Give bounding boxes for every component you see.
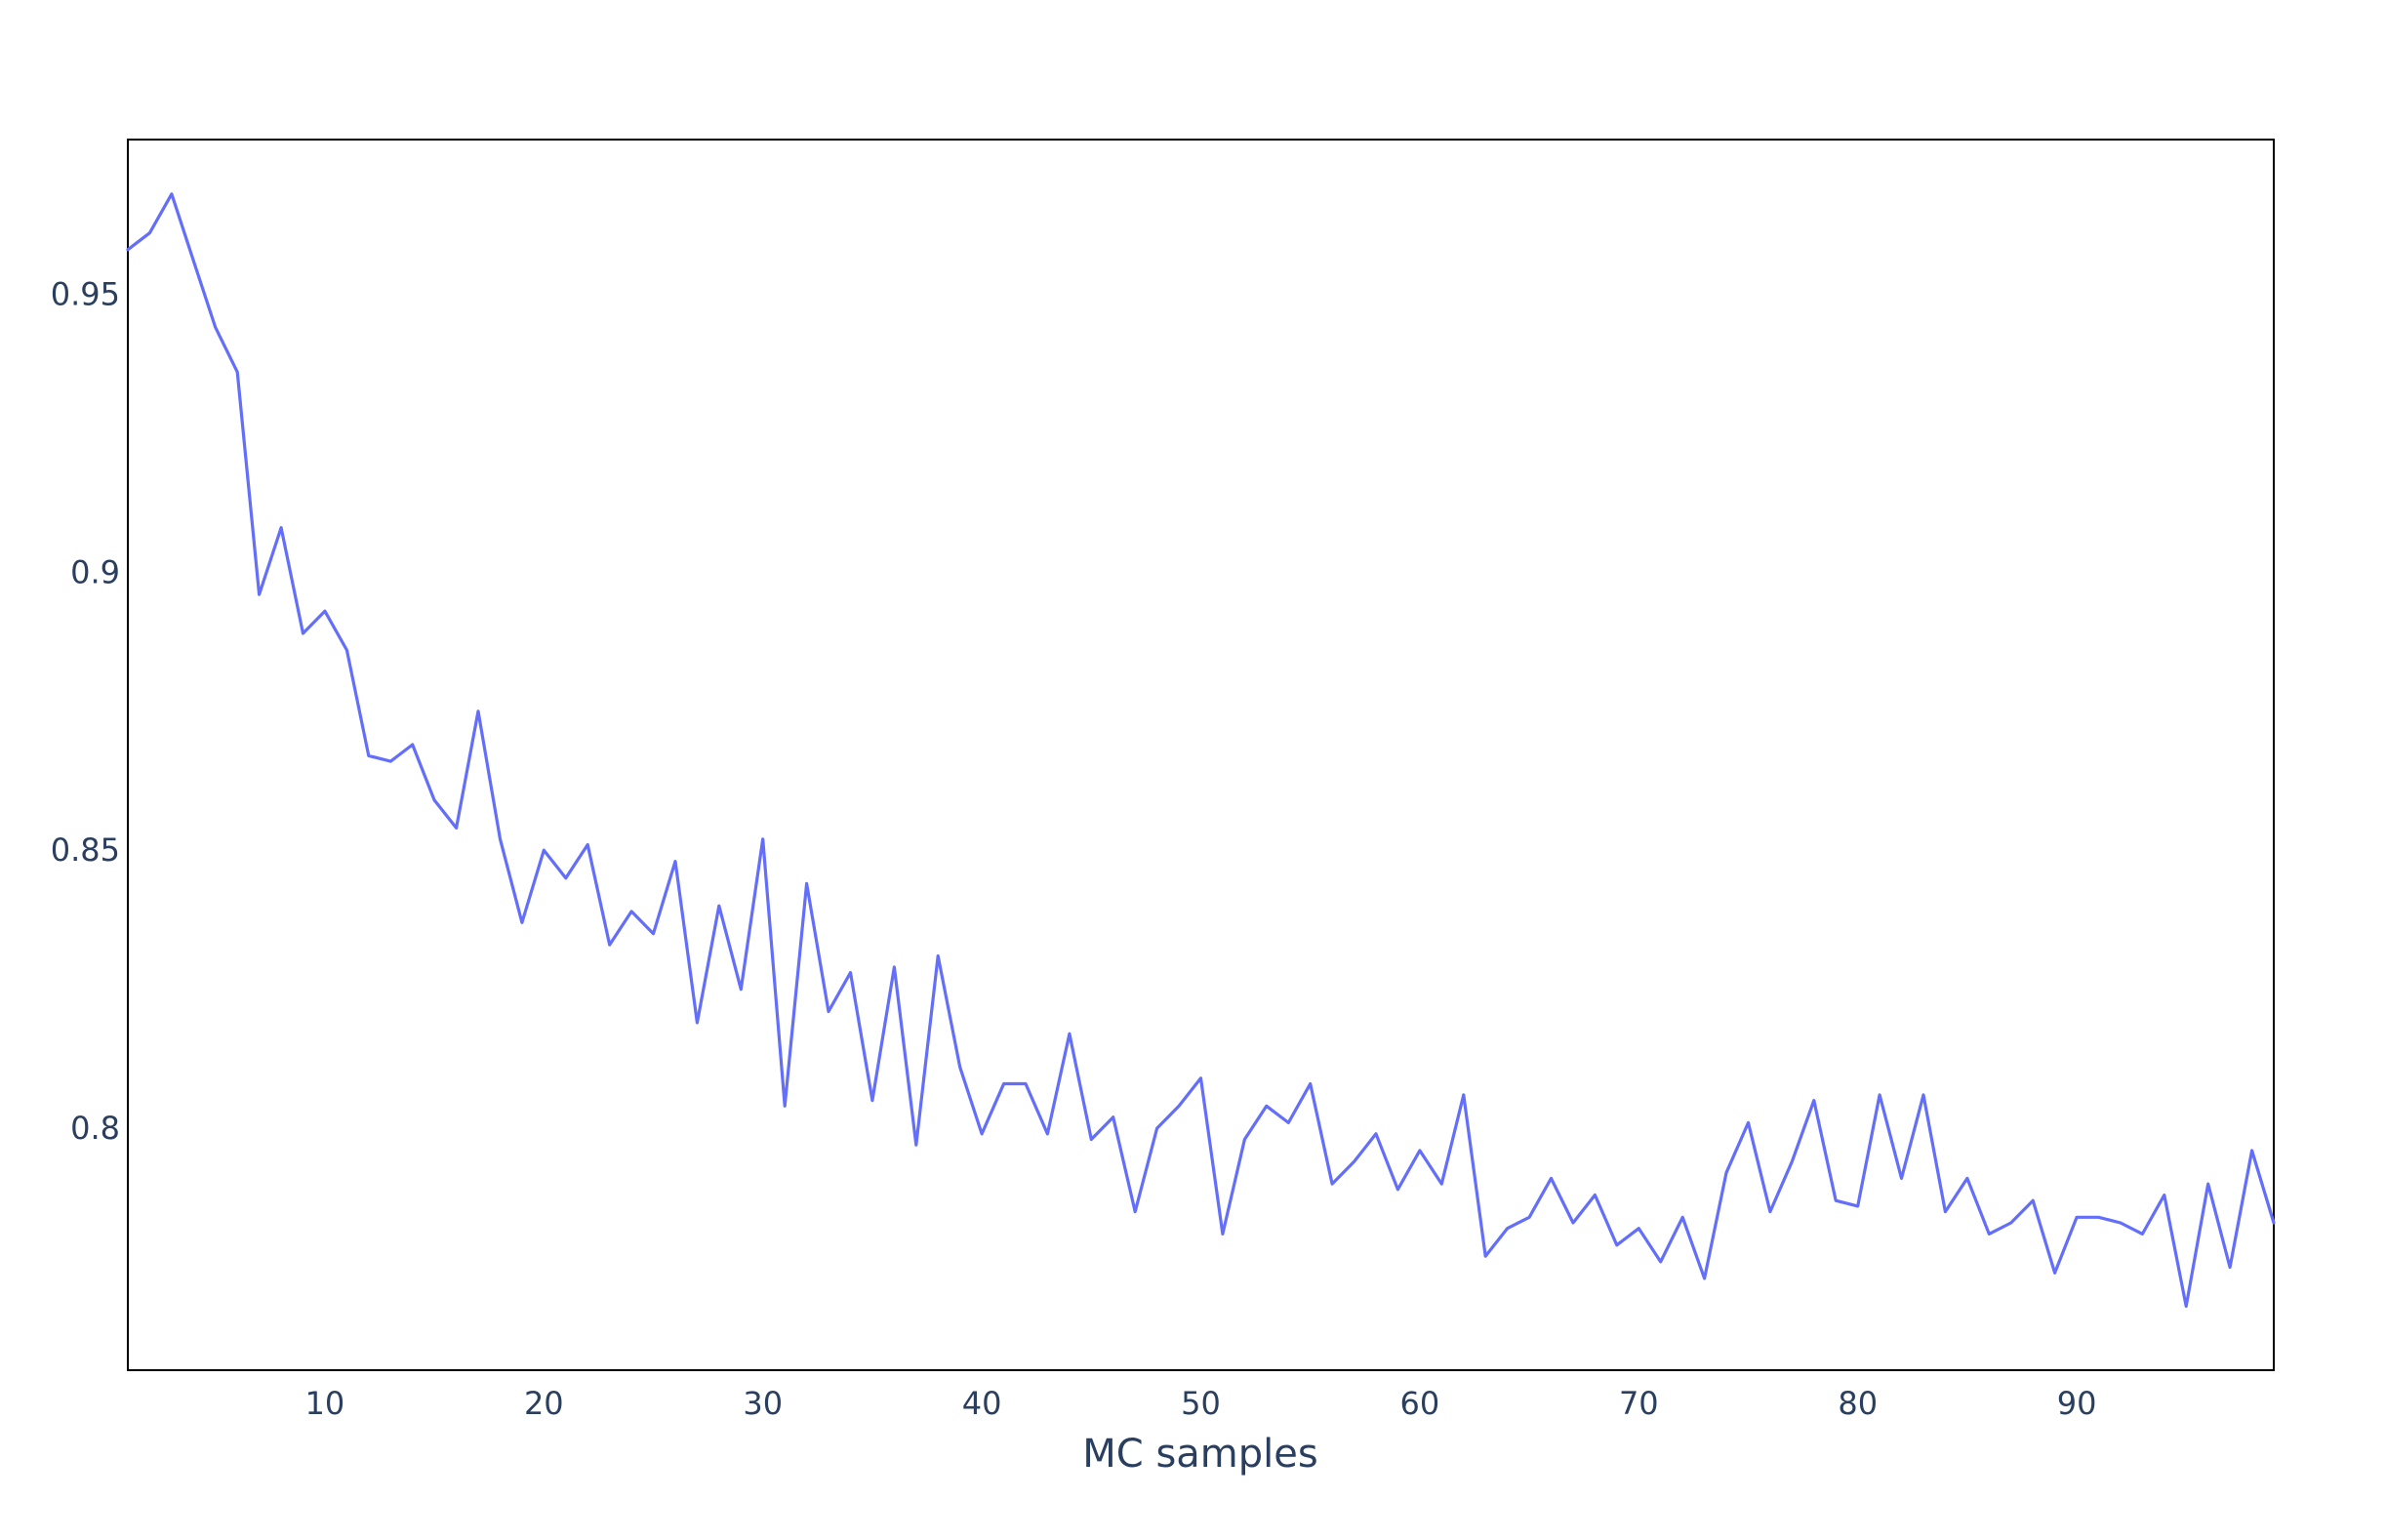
y-tick-label: 0.85 [51,831,120,869]
y-tick-label: 0.9 [70,553,120,590]
series-line-0 [126,192,2276,1309]
x-tick-label: 60 [1400,1385,1440,1422]
x-tick-label: 70 [1619,1385,1659,1422]
series-layer [126,192,2276,1309]
x-tick-label: 10 [305,1385,345,1422]
x-tick-label: 40 [962,1385,1002,1422]
plot-frame [127,139,2275,1371]
x-axis-title: MC samples [1082,1432,1317,1477]
x-tick-label: 90 [2057,1385,2097,1422]
x-tick-label: 50 [1181,1385,1221,1422]
y-tick-label: 0.8 [70,1110,120,1147]
x-tick-label: 20 [524,1385,564,1422]
x-tick-label: 30 [743,1385,783,1422]
x-tick-labels: 10 20 30 40 50 60 70 80 90 [305,1385,2097,1422]
y-tick-label: 0.95 [51,275,120,312]
x-tick-label: 80 [1838,1385,1878,1422]
y-tick-labels: 0.8 0.85 0.9 0.95 [51,275,120,1147]
